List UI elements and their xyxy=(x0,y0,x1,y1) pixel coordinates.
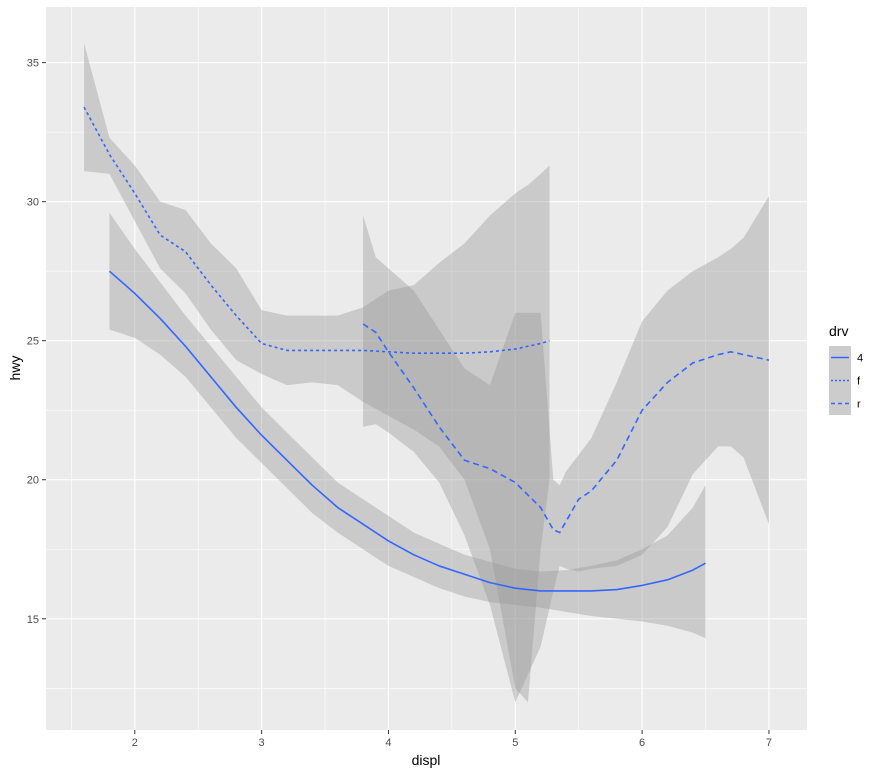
y-axis-title: hwy xyxy=(7,356,23,381)
legend-key-f: f xyxy=(829,369,861,392)
legend-title: drv xyxy=(829,323,848,339)
ribbon-4 xyxy=(109,212,706,639)
confidence-ribbons xyxy=(84,43,769,703)
y-tick-label: 30 xyxy=(27,197,39,209)
legend-key-r: r xyxy=(829,392,861,415)
smooth-lines xyxy=(83,106,770,592)
x-axis: 2 3 4 5 6 7 xyxy=(132,730,772,749)
x-tick-label: 7 xyxy=(766,737,772,749)
x-tick-label: 2 xyxy=(132,737,138,749)
x-tick-label: 5 xyxy=(512,737,518,749)
y-tick-label: 35 xyxy=(27,58,39,70)
y-tick-label: 20 xyxy=(27,475,39,487)
legend-label: f xyxy=(857,376,861,388)
minor-grid xyxy=(46,7,807,730)
x-axis-title: displ xyxy=(412,752,441,768)
x-tick-label: 6 xyxy=(639,737,645,749)
ribbon-r xyxy=(363,196,769,703)
legend: drv 4 fr xyxy=(829,323,863,415)
y-tick-label: 25 xyxy=(27,336,39,348)
legend-label: r xyxy=(857,399,861,411)
legend-keys: 4 fr xyxy=(829,346,863,415)
line-4 xyxy=(108,270,706,592)
legend-key-4: 4 xyxy=(829,346,863,369)
major-grid xyxy=(46,7,807,730)
y-tick-label: 15 xyxy=(27,614,39,626)
legend-label: 4 xyxy=(857,353,863,365)
x-tick-label: 4 xyxy=(385,737,391,749)
x-tick-label: 3 xyxy=(259,737,265,749)
line-r xyxy=(362,323,770,534)
ribbon-f xyxy=(84,43,550,703)
panel-background xyxy=(46,7,807,730)
y-axis: 15 20 25 30 35 xyxy=(27,58,46,626)
